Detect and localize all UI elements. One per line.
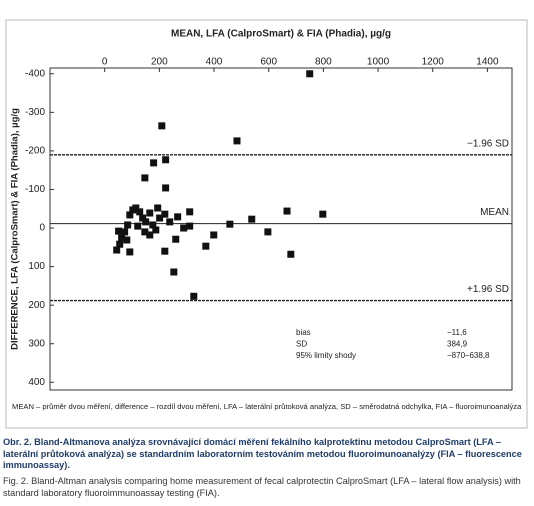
point <box>180 224 188 232</box>
point <box>113 246 121 254</box>
y-tick-label: 0 <box>39 223 45 234</box>
point <box>264 228 272 236</box>
x-tick-label: 200 <box>151 57 168 68</box>
point <box>126 248 134 256</box>
point <box>146 209 154 217</box>
point <box>306 70 314 78</box>
point <box>132 204 140 212</box>
caption-cz: Obr. 2. Bland-Altmanova analýza srovnáva… <box>3 437 522 470</box>
point <box>158 122 166 130</box>
reference-label: −1.96 SD <box>467 138 509 149</box>
plot-frame <box>49 67 513 391</box>
stat-label: bias <box>296 328 311 337</box>
point <box>142 218 150 226</box>
point <box>154 204 162 212</box>
footnote-box: MEAN – průměr dvou měření, difference – … <box>12 402 522 411</box>
y-tick-label: 300 <box>28 338 45 349</box>
point <box>116 240 124 248</box>
point <box>123 236 131 244</box>
point <box>283 207 291 215</box>
point <box>152 226 160 234</box>
point <box>233 137 241 145</box>
point <box>248 215 256 223</box>
stat-value: −11,6 <box>447 328 467 337</box>
x-tick-label: 400 <box>206 57 223 68</box>
x-tick-label: 1400 <box>476 57 499 68</box>
y-tick-label: 100 <box>28 261 45 272</box>
point <box>210 231 218 239</box>
point <box>118 234 126 242</box>
caption-en: Fig. 2. Bland-Altman analysis comparing … <box>3 476 521 498</box>
footnote: MEAN – průměr dvou měření, difference – … <box>12 402 522 411</box>
point <box>149 221 157 229</box>
point <box>166 218 174 226</box>
point <box>141 174 149 182</box>
y-axis-title: DIFFERENCE, LFA (CalproSmart) & FIA (Pha… <box>10 108 21 350</box>
point <box>186 208 194 216</box>
point <box>126 211 134 219</box>
point <box>162 156 170 164</box>
chart: MEAN, LFA (CalproSmart) & FIA (Phadia), … <box>5 19 528 429</box>
point <box>139 214 147 222</box>
y-tick-label: -400 <box>25 68 45 79</box>
point <box>134 222 142 230</box>
point <box>162 184 170 192</box>
x-tick-label: 800 <box>315 57 332 68</box>
x-tick-label: 0 <box>102 57 108 68</box>
stat-label: 95% limity shody <box>296 351 356 360</box>
point <box>115 227 123 235</box>
point <box>174 213 182 221</box>
point <box>319 210 327 218</box>
reference-label: +1.96 SD <box>467 284 509 295</box>
point <box>190 292 198 300</box>
point <box>121 228 129 236</box>
point <box>161 210 169 218</box>
point <box>146 231 154 239</box>
stat-label: SD <box>296 340 307 349</box>
point <box>202 242 210 250</box>
point <box>136 208 144 216</box>
x-tick-label: 600 <box>260 57 277 68</box>
reference-label: MEAN <box>480 207 509 218</box>
point <box>170 268 178 276</box>
y-tick-label: 200 <box>28 300 45 311</box>
chart-title: MEAN, LFA (CalproSmart) & FIA (Phadia), … <box>171 29 391 40</box>
y-tick-label: -100 <box>25 184 45 195</box>
y-tick-label: -300 <box>25 107 45 118</box>
x-tick-label: 1200 <box>422 57 445 68</box>
stat-value: −870–638,8 <box>447 351 490 360</box>
stat-value: 384,9 <box>447 340 468 349</box>
x-tick-label: 1000 <box>367 57 390 68</box>
point <box>161 247 169 255</box>
y-tick-label: -200 <box>25 146 45 157</box>
point <box>186 222 194 230</box>
point <box>150 159 158 167</box>
point <box>226 220 234 228</box>
point <box>141 228 149 236</box>
y-tick-label: 400 <box>28 377 45 388</box>
point <box>156 214 164 222</box>
point <box>124 221 132 229</box>
point <box>287 250 295 258</box>
point <box>172 235 180 243</box>
